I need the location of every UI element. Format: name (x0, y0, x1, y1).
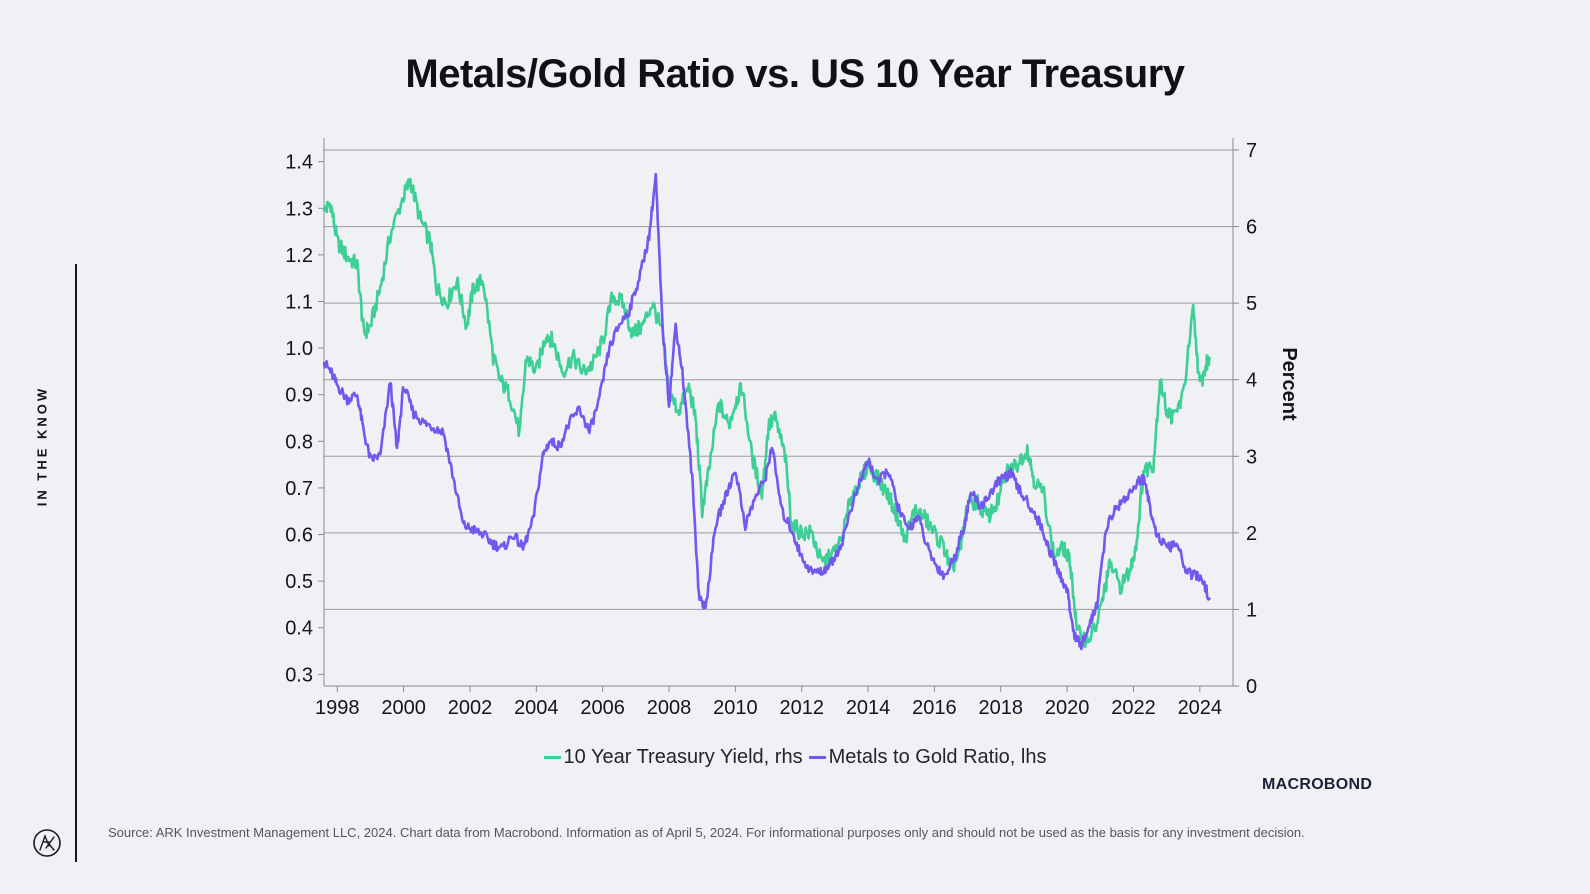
y-left-tick-label: 0.9 (285, 385, 313, 407)
y-right-tick-label: 5 (1246, 293, 1257, 315)
y-left-tick-label: 1.3 (285, 198, 313, 220)
y-left-tick-label: 0.7 (285, 478, 313, 500)
y-right-tick-label: 7 (1246, 140, 1257, 162)
chart-legend: 10 Year Treasury Yield, rhs Metals to Go… (0, 746, 1590, 769)
x-tick-label: 2000 (381, 697, 426, 719)
series-line-treasury-yield (322, 177, 1212, 649)
y-left-tick-label: 1.2 (285, 245, 313, 267)
chart-title: Metals/Gold Ratio vs. US 10 Year Treasur… (405, 52, 1185, 96)
x-tick-label: 2020 (1045, 697, 1090, 719)
y-left-tick-label: 1.0 (285, 338, 313, 360)
ark-logo-icon (33, 829, 61, 857)
y-right-tick-label: 0 (1246, 676, 1257, 698)
x-tick-label: 2012 (779, 697, 824, 719)
macrobond-logo: MACROBOND (1262, 776, 1373, 793)
x-tick-label: 2018 (979, 697, 1024, 719)
source-note: Source: ARK Investment Management LLC, 2… (108, 825, 1305, 840)
x-tick-label: 1998 (315, 697, 360, 719)
y-right-tick-label: 3 (1246, 446, 1257, 468)
y-right-axis-title: Percent (1278, 347, 1300, 421)
x-tick-label: 2016 (912, 697, 957, 719)
x-tick-label: 2002 (448, 697, 493, 719)
side-divider (75, 264, 77, 862)
series-line-metals-gold-ratio (322, 172, 1211, 651)
legend-item-metals: Metals to Gold Ratio, lhs (808, 746, 1047, 769)
y-left-tick-label: 0.4 (285, 618, 313, 640)
y-left-tick-label: 0.3 (285, 664, 313, 686)
y-left-tick-label: 1.1 (285, 291, 313, 313)
x-tick-label: 2008 (647, 697, 692, 719)
x-tick-label: 2006 (580, 697, 625, 719)
legend-label-metals: Metals to Gold Ratio, lhs (828, 746, 1047, 768)
y-left-tick-label: 0.6 (285, 525, 313, 547)
legend-item-treasury: 10 Year Treasury Yield, rhs (543, 746, 803, 769)
legend-label-treasury: 10 Year Treasury Yield, rhs (563, 746, 803, 768)
x-tick-label: 2022 (1111, 697, 1156, 719)
y-left-tick-label: 0.5 (285, 571, 313, 593)
y-right-tick-label: 1 (1246, 599, 1257, 621)
y-right-tick-label: 6 (1246, 217, 1257, 239)
x-tick-label: 2004 (514, 697, 559, 719)
x-tick-label: 2010 (713, 697, 758, 719)
y-right-tick-label: 2 (1246, 523, 1257, 545)
y-right-tick-label: 4 (1246, 370, 1257, 392)
x-tick-label: 2024 (1178, 697, 1223, 719)
legend-swatch-treasury (543, 756, 561, 759)
y-left-tick-label: 0.8 (285, 431, 313, 453)
x-tick-label: 2014 (846, 697, 891, 719)
y-left-tick-label: 1.4 (285, 152, 313, 174)
legend-swatch-metals (808, 756, 826, 759)
